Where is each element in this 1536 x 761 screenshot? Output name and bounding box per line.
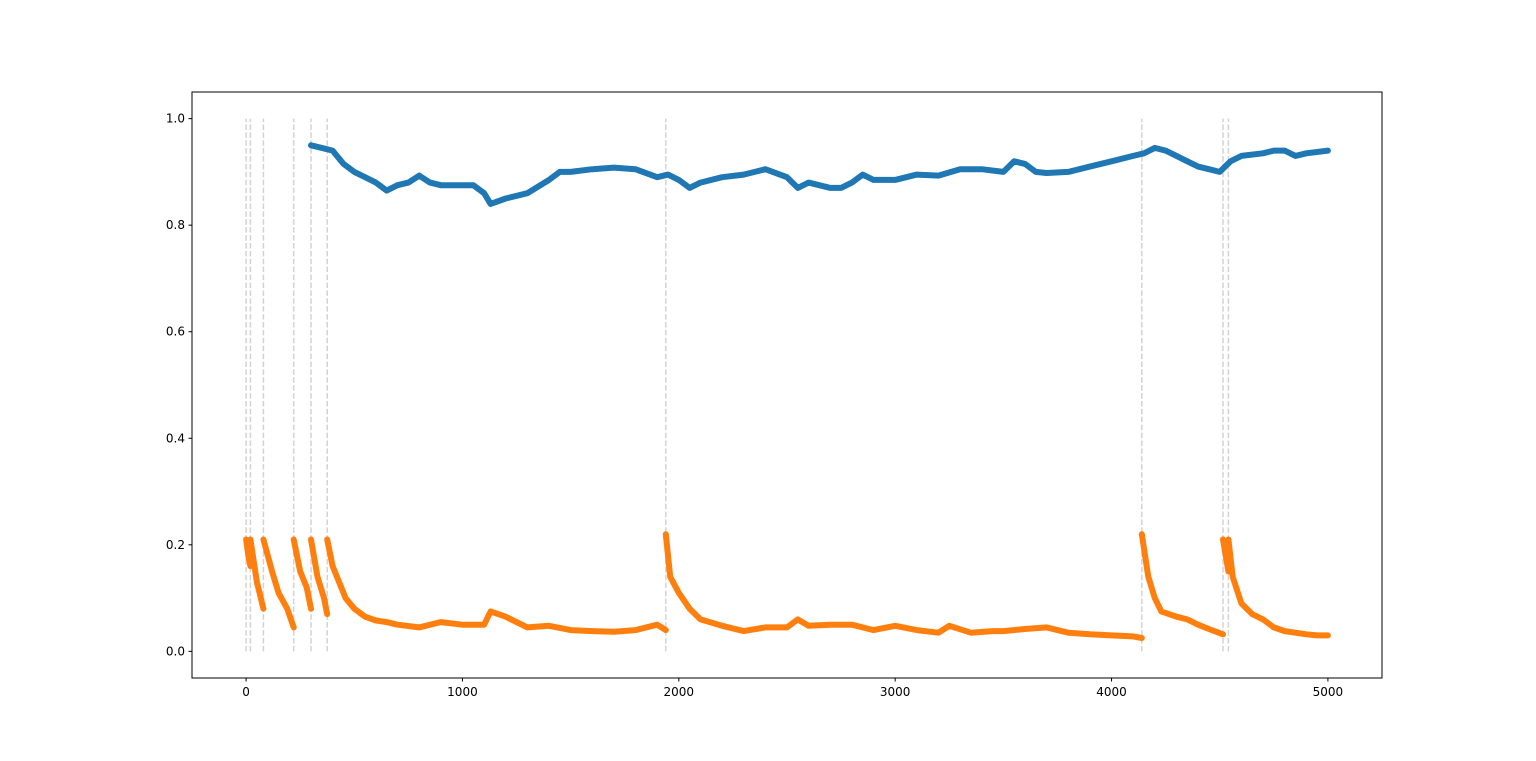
series-line [243,531,1331,641]
series-line [308,142,1331,207]
y-tick-label: 0.0 [166,644,185,658]
y-tick-label: 1.0 [166,112,185,126]
y-tick-label: 0.4 [166,431,185,445]
x-tick-label: 1000 [447,685,478,699]
y-tick-label: 0.2 [166,538,185,552]
x-tick-label: 4000 [1096,685,1127,699]
y-tick-label: 0.8 [166,218,185,232]
y-tick-label: 0.6 [166,325,185,339]
x-tick-label: 3000 [880,685,911,699]
plot-frame [191,91,1383,679]
x-tick-label: 2000 [664,685,695,699]
x-tick-label: 0 [242,685,250,699]
x-tick-label: 5000 [1313,685,1344,699]
